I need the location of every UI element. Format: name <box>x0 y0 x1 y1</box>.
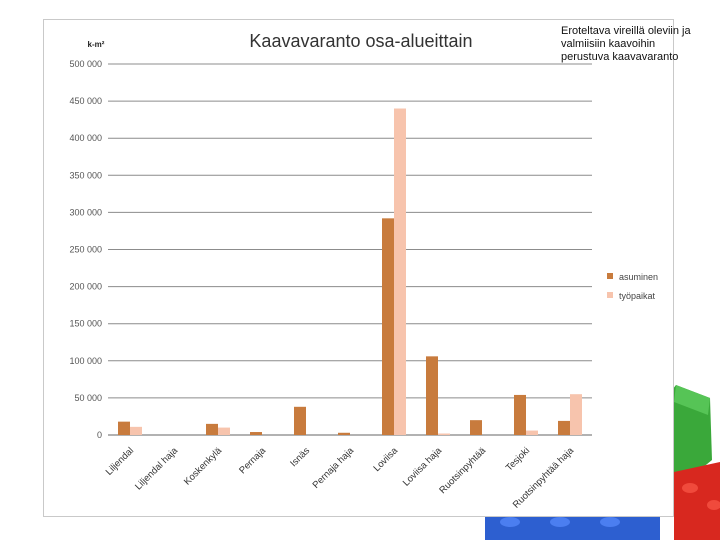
y-tick-label: 200 000 <box>69 282 102 292</box>
y-tick-label: 450 000 <box>69 96 102 106</box>
y-tick-label: 350 000 <box>69 170 102 180</box>
y-tick-label: 300 000 <box>69 207 102 217</box>
bar-tyopaikat <box>130 426 142 435</box>
green-brick <box>668 385 712 478</box>
bar-asuminen <box>118 421 130 435</box>
y-axis-unit-label: k-m² <box>88 40 105 49</box>
bar-asuminen <box>382 218 394 435</box>
legend-swatch-asuminen <box>607 273 613 279</box>
y-tick-label: 500 000 <box>69 59 102 69</box>
bar-tyopaikat <box>438 433 450 435</box>
bar-asuminen <box>470 420 482 435</box>
legend-label-tyopaikat: työpaikat <box>619 291 656 301</box>
bar-asuminen <box>206 423 218 435</box>
x-tick-label: Liljendal <box>104 445 136 477</box>
grid-lines <box>108 63 592 436</box>
x-tick-label: Tesjoki <box>504 445 532 473</box>
bar-chart: Kaavavaranto osa-alueittain k-m² 0 50 000… <box>69 31 658 511</box>
legend: asuminen työpaikat <box>607 272 658 301</box>
bar-tyopaikat <box>218 427 230 435</box>
bar-tyopaikat <box>570 394 582 435</box>
legend-label-asuminen: asuminen <box>619 272 658 282</box>
bar-tyopaikat <box>394 108 406 436</box>
x-tick-label: Isnäs <box>288 445 312 469</box>
annotation-note: Eroteltava vireillä oleviin ja valmiisii… <box>561 25 691 63</box>
x-tick-label: Loviisa <box>371 445 400 474</box>
chart-frame: Kaavavaranto osa-alueittain k-m² 0 50 000… <box>43 19 674 517</box>
x-tick-label: Koskenkylä <box>182 445 225 488</box>
x-tick-label: Pernaja haja <box>311 445 357 491</box>
chart-title: Kaavavaranto osa-alueittain <box>249 31 472 51</box>
red-brick <box>674 462 720 540</box>
x-tick-label: Liljendal haja <box>133 445 181 493</box>
y-axis-tick-labels: 0 50 000 100 000 150 000 200 000 250 000 300 0… <box>69 59 102 440</box>
bars <box>118 108 582 436</box>
bar-asuminen <box>426 356 438 435</box>
y-tick-label: 250 000 <box>69 245 102 255</box>
x-tick-label: Loviisa haja <box>401 445 445 489</box>
y-tick-label: 150 000 <box>69 319 102 329</box>
bar-tyopaikat <box>526 430 538 435</box>
y-tick-label: 400 000 <box>69 133 102 143</box>
bar-asuminen <box>338 432 350 435</box>
y-tick-label: 0 <box>97 430 102 440</box>
legend-swatch-tyopaikat <box>607 292 613 298</box>
x-tick-label: Pernaja <box>237 445 268 476</box>
bar-asuminen <box>294 406 306 435</box>
blue-brick <box>485 515 660 540</box>
bar-asuminen <box>514 394 526 435</box>
x-tick-label: Ruotsinpyhtää <box>437 445 488 496</box>
bar-asuminen <box>250 432 262 435</box>
y-tick-label: 100 000 <box>69 356 102 366</box>
y-tick-label: 50 000 <box>74 393 102 403</box>
bar-asuminen <box>558 420 570 435</box>
